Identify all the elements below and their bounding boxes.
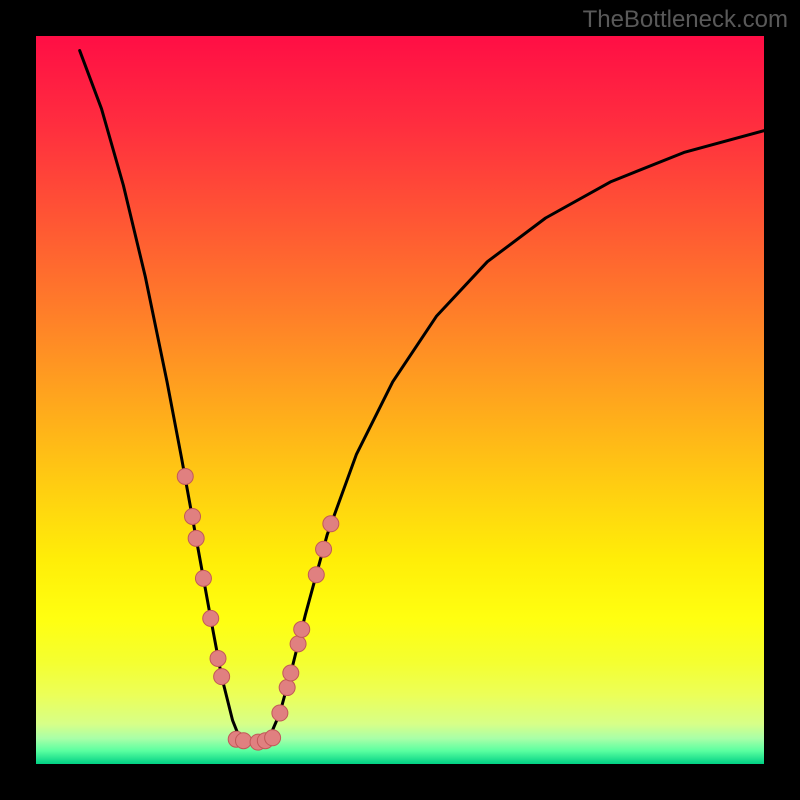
data-marker <box>235 733 251 749</box>
data-marker <box>294 621 310 637</box>
data-marker <box>185 508 201 524</box>
plot-background <box>36 36 764 764</box>
data-marker <box>203 610 219 626</box>
data-marker <box>290 636 306 652</box>
data-marker <box>272 705 288 721</box>
data-marker <box>188 530 204 546</box>
data-marker <box>210 650 226 666</box>
data-marker <box>308 567 324 583</box>
data-marker <box>283 665 299 681</box>
data-marker <box>214 669 230 685</box>
data-marker <box>323 516 339 532</box>
watermark-label: TheBottleneck.com <box>583 6 788 34</box>
data-marker <box>195 570 211 586</box>
data-marker <box>177 468 193 484</box>
data-marker <box>316 541 332 557</box>
data-marker <box>265 730 281 746</box>
data-marker <box>279 680 295 696</box>
chart-svg <box>0 0 800 800</box>
